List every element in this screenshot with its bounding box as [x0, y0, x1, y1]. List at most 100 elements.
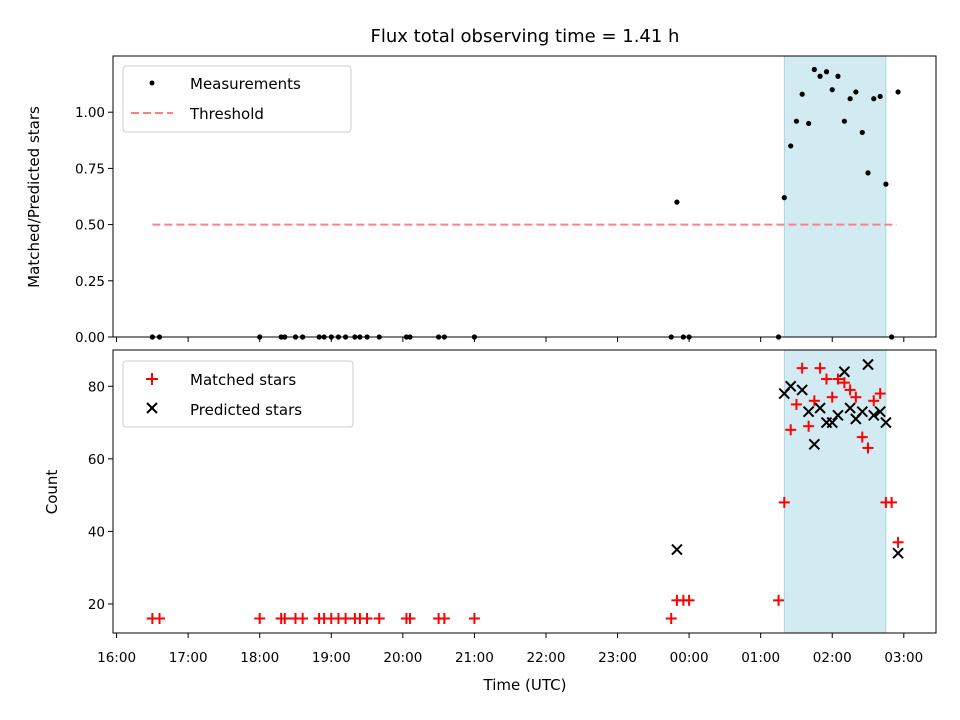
- matched-star-point: [340, 612, 352, 624]
- predicted-star-point: [862, 358, 874, 371]
- x-tick-label: 03:00: [884, 650, 923, 666]
- x-tick-label: 16:00: [97, 650, 136, 666]
- ratio-panel-frame: [112, 55, 937, 338]
- matched-star-point: [254, 612, 266, 624]
- x-axis-label: Time (UTC): [483, 676, 567, 694]
- matched-stars-points: [146, 362, 904, 624]
- y-tick-label: 40: [88, 524, 105, 540]
- measurement-point: [835, 73, 841, 79]
- matched-star-point: [785, 424, 797, 436]
- measurement-point: [865, 170, 871, 176]
- predicted-star-point: [880, 416, 892, 429]
- measurement-point: [806, 120, 812, 127]
- measurement-point: [895, 89, 901, 95]
- matched-star-point: [874, 388, 886, 400]
- ratio-legend-box: [122, 65, 352, 133]
- matched-star-point: [850, 391, 862, 403]
- matched-star-point: [154, 612, 166, 624]
- matched-star-point: [778, 496, 790, 508]
- predicted-star-point: [826, 416, 838, 429]
- measurement-point: [859, 129, 865, 136]
- y-tick-label: 60: [88, 452, 105, 468]
- y-tick-label: 20: [88, 597, 105, 613]
- x-tick-label: 19:00: [312, 650, 351, 666]
- measurement-point: [811, 66, 817, 73]
- matched-star-point: [886, 496, 898, 508]
- x-tick-label: 21:00: [455, 650, 494, 666]
- matched-star-point: [404, 612, 416, 624]
- y-tick-label: 0.50: [75, 218, 105, 234]
- predicted-stars-points: [671, 358, 904, 559]
- matched-star-point: [868, 395, 880, 407]
- legend-matched-label: Matched stars: [190, 371, 296, 389]
- predicted-star-point: [785, 380, 797, 392]
- legend-measurement-marker: [149, 80, 155, 86]
- y-tick-label: 0.00: [75, 330, 105, 346]
- matched-star-point: [665, 612, 677, 624]
- legend-matched-marker: [146, 373, 158, 385]
- count-legend-box: [122, 360, 354, 428]
- matched-star-point: [838, 377, 850, 389]
- measurement-point: [674, 199, 680, 205]
- count-panel: 20 40 60 80 16:00 17:00 18:00 19:00 20:00 21:00 2…: [43, 349, 937, 694]
- matched-star-point: [773, 594, 785, 606]
- matched-star-point: [892, 536, 904, 548]
- measurement-point: [877, 93, 883, 100]
- measurement-point: [793, 118, 800, 124]
- matched-star-point: [438, 612, 450, 624]
- predicted-star-point: [856, 405, 868, 418]
- ratio-y-ticks: 0.00 0.25 0.50 0.75 1.00: [75, 105, 113, 346]
- ratio-legend: Measurements Threshold: [122, 65, 352, 133]
- matched-star-point: [844, 384, 856, 396]
- matched-star-point: [826, 391, 838, 403]
- x-tick-label: 18:00: [240, 650, 279, 666]
- measurement-point: [781, 195, 787, 201]
- y-tick-label: 80: [88, 379, 105, 395]
- matched-star-point: [297, 612, 309, 624]
- matched-star-point: [790, 398, 802, 410]
- count-y-axis-label: Count: [43, 470, 61, 515]
- predicted-star-point: [832, 409, 844, 422]
- matched-star-point: [821, 373, 833, 385]
- matched-star-point: [803, 420, 815, 432]
- matched-star-point: [856, 431, 868, 443]
- x-tick-label: 02:00: [813, 650, 852, 666]
- measurement-point: [799, 91, 805, 97]
- y-tick-label: 0.25: [75, 274, 105, 290]
- measurement-point: [841, 118, 847, 124]
- x-tick-label: 01:00: [741, 650, 780, 666]
- x-tick-label: 20:00: [383, 650, 422, 666]
- predicted-star-point: [838, 366, 851, 378]
- matched-star-point: [808, 395, 820, 407]
- matched-star-point: [814, 362, 826, 374]
- x-tick-label: 17:00: [169, 650, 208, 666]
- matched-star-point: [832, 373, 844, 385]
- x-tick-label: 23:00: [598, 650, 637, 666]
- measurement-point: [788, 143, 794, 149]
- legend-threshold-label: Threshold: [189, 105, 264, 123]
- matched-star-point: [361, 612, 373, 624]
- predicted-star-point: [874, 405, 886, 418]
- matched-star-point: [796, 362, 808, 374]
- observing-window-span: [783, 55, 887, 338]
- matched-star-point: [683, 594, 695, 606]
- y-tick-label: 1.00: [75, 105, 105, 121]
- chart-title: Flux total observing time = 1.41 h: [371, 26, 680, 47]
- legend-measurements-label: Measurements: [190, 75, 301, 93]
- predicted-star-point: [802, 405, 815, 418]
- matched-star-point: [373, 612, 385, 624]
- x-tick-label: 22:00: [527, 650, 566, 666]
- legend-predicted-marker: [146, 402, 158, 414]
- ratio-panel: 0.00 0.25 0.50 0.75 1.00 Matched/Predicted s…: [25, 55, 937, 346]
- measurement-point: [847, 96, 853, 102]
- predicted-star-point: [671, 543, 683, 556]
- measurement-point: [823, 69, 830, 75]
- matched-star-point: [279, 612, 291, 624]
- ratio-y-axis-label: Matched/Predicted stars: [25, 106, 43, 288]
- predicted-star-point: [892, 547, 904, 559]
- count-y-ticks: 20 40 60 80: [88, 379, 113, 613]
- predicted-star-point: [808, 438, 821, 451]
- predicted-star-point: [844, 402, 856, 414]
- x-tick-label: 00:00: [670, 650, 709, 666]
